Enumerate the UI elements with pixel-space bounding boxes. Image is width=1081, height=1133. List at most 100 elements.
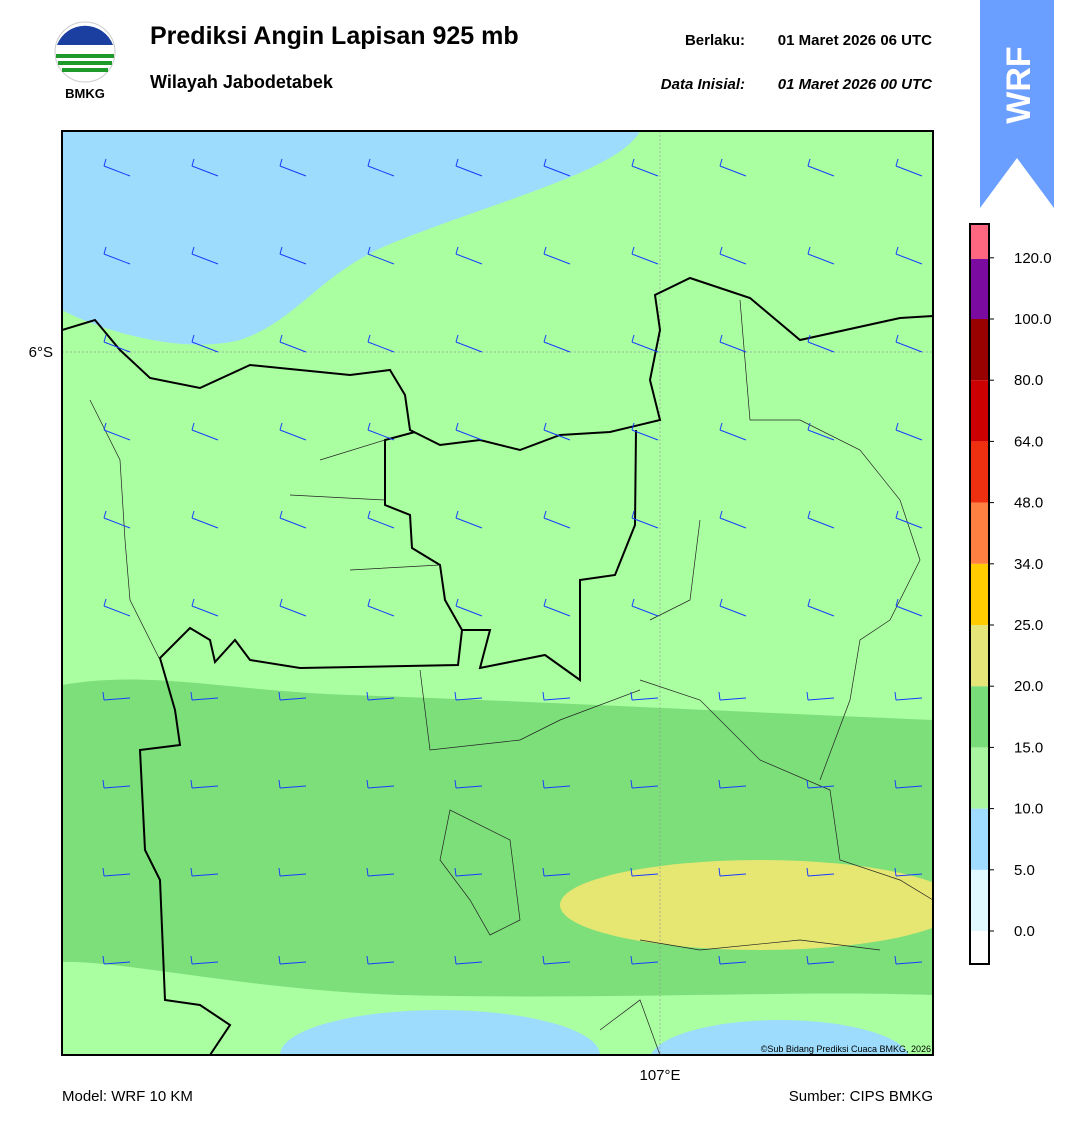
wind-barb: [366, 691, 395, 701]
colorbar-segment: [970, 808, 989, 870]
model: Model: WRF 10 KM: [62, 1088, 193, 1105]
wind-barb: [895, 246, 923, 265]
wind-barb: [455, 334, 483, 353]
colorbar-label: 100.0: [1014, 311, 1052, 328]
valid-time: 01 Maret 2026 06 UTC: [778, 32, 932, 49]
wind-barb: [191, 246, 219, 265]
colorbar-label: 80.0: [1014, 372, 1043, 389]
wind-barb: [103, 334, 131, 353]
wind-barb: [455, 158, 483, 177]
colorbar-segment: [970, 686, 989, 748]
map-frame: [61, 130, 934, 1056]
wind-barb: [807, 246, 835, 265]
valid-label: Berlaku:: [685, 32, 745, 49]
colorbar-label: 20.0: [1014, 678, 1043, 695]
wind-barb: [543, 598, 571, 617]
wind-barb: [631, 158, 659, 177]
wind-barb: [455, 598, 483, 617]
wind-barb: [367, 158, 395, 177]
wind-barb: [103, 158, 131, 177]
wind-barb: [894, 867, 923, 877]
colorbar-segment: [970, 224, 989, 259]
wind-barb: [807, 158, 835, 177]
wind-barb: [103, 510, 131, 529]
wind-barb: [719, 334, 747, 353]
wind-barb: [719, 422, 747, 441]
wind-barb: [279, 598, 307, 617]
colorbar-segment: [970, 380, 989, 442]
wind-barb: [718, 779, 747, 789]
wind-barb: [455, 246, 483, 265]
lon-label: 107°E: [639, 1067, 680, 1084]
wind-barb: [454, 691, 483, 701]
colorbar-label: 34.0: [1014, 556, 1043, 573]
wind-barb: [894, 779, 923, 789]
colorbar-label: 48.0: [1014, 495, 1043, 512]
wind-barb: [542, 955, 571, 965]
wrf-text: WRF: [1000, 46, 1038, 123]
wind-barb: [190, 691, 219, 701]
wind-barb: [631, 598, 659, 617]
wind-barb: [367, 598, 395, 617]
wind-barb: [543, 334, 571, 353]
wind-barb: [630, 867, 659, 877]
wind-barb: [719, 598, 747, 617]
colorbar-segment: [970, 747, 989, 809]
wind-barb: [895, 158, 923, 177]
wind-barb: [894, 955, 923, 965]
wind-barb: [719, 158, 747, 177]
wind-barb: [455, 510, 483, 529]
colorbar-segment: [970, 563, 989, 625]
colorbar-label: 0.0: [1014, 923, 1035, 940]
wind-barb: [366, 779, 395, 789]
colorbar-segment: [970, 257, 989, 319]
wind-barb: [543, 422, 571, 441]
wind-barb: [807, 510, 835, 529]
init-label: Data Inisial:: [661, 76, 745, 93]
wind-barb: [718, 955, 747, 965]
wind-barb: [191, 334, 219, 353]
wind-barb: [542, 691, 571, 701]
wind-barb: [103, 422, 131, 441]
wind-barb: [806, 867, 835, 877]
wind-barb: [367, 334, 395, 353]
wind-barb: [367, 246, 395, 265]
wind-barb: [279, 334, 307, 353]
wind-barb: [103, 598, 131, 617]
init-time: 01 Maret 2026 00 UTC: [778, 76, 933, 93]
wind-barb: [191, 158, 219, 177]
colorbar-frame: [969, 223, 990, 965]
colorbar-segment: [970, 625, 989, 687]
wind-barb: [279, 158, 307, 177]
wind-barb: [367, 510, 395, 529]
wind-barb: [279, 422, 307, 441]
wind-barb: [454, 867, 483, 877]
wind-barb: [895, 510, 923, 529]
wind-barb: [190, 867, 219, 877]
wind-barb: [631, 334, 659, 353]
wind-barb: [102, 779, 131, 789]
wind-barb: [455, 422, 483, 441]
wind-barb: [807, 598, 835, 617]
wind-barb: [807, 422, 835, 441]
lat-label: 6°S: [29, 344, 53, 361]
wind-barb: [718, 691, 747, 701]
wind-barb: [630, 779, 659, 789]
wind-barb: [719, 246, 747, 265]
colorbar-label: 120.0: [1014, 250, 1052, 267]
wind-barb: [278, 867, 307, 877]
wind-barb: [631, 246, 659, 265]
wind-barb: [279, 246, 307, 265]
wind-barb: [806, 691, 835, 701]
wind-barb: [191, 598, 219, 617]
wind-barb: [190, 779, 219, 789]
wind-barb: [278, 691, 307, 701]
map: ©Sub Bidang Prediksi Cuaca BMKG, 2026: [62, 131, 933, 1055]
wind-barb: [630, 691, 659, 701]
wind-barb: [191, 510, 219, 529]
source: Sumber: CIPS BMKG: [789, 1088, 933, 1105]
colorbar-label: 25.0: [1014, 617, 1043, 634]
wind-barb: [102, 955, 131, 965]
colorbar-segment: [970, 441, 989, 503]
